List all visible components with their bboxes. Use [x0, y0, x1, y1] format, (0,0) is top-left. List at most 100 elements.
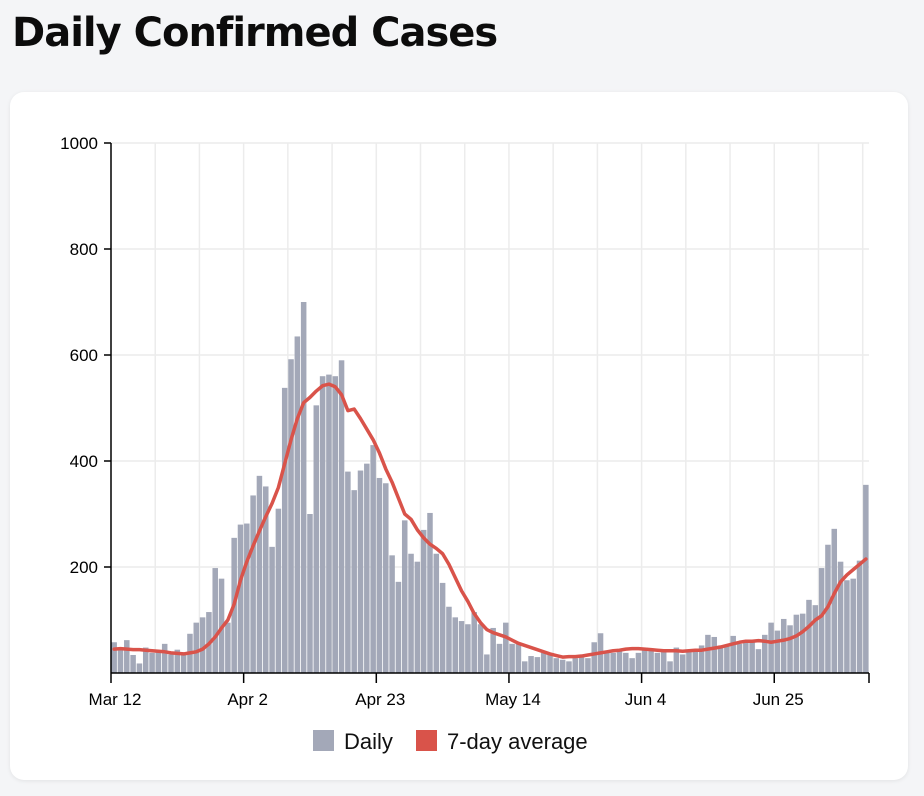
daily-bar — [755, 649, 762, 673]
daily-bar — [357, 470, 364, 673]
daily-bar — [439, 582, 446, 673]
daily-bar — [540, 652, 547, 673]
daily-bar — [149, 652, 155, 673]
daily-bar — [161, 643, 168, 673]
daily-bar — [313, 405, 320, 673]
daily-bar — [610, 652, 616, 673]
daily-bar — [654, 652, 661, 673]
daily-bar — [585, 658, 591, 673]
daily-bar — [711, 636, 717, 673]
daily-bar — [338, 360, 345, 673]
daily-bar — [774, 630, 781, 673]
daily-bar — [256, 475, 263, 673]
daily-bar — [578, 656, 585, 673]
daily-bar — [244, 523, 250, 673]
daily-bar — [616, 650, 623, 673]
daily-bar — [629, 658, 635, 673]
daily-bar — [521, 661, 528, 673]
daily-bar — [383, 483, 389, 673]
daily-bar — [351, 490, 357, 673]
daily-bar — [155, 651, 162, 673]
daily-bar — [717, 645, 724, 673]
daily-bar — [446, 606, 452, 673]
daily-bar — [547, 653, 553, 673]
daily-bar — [345, 471, 351, 673]
x-tick-label: Jun 4 — [625, 690, 667, 709]
daily-bar — [117, 647, 124, 673]
daily-bar — [401, 520, 408, 673]
x-tick-label: Apr 2 — [227, 690, 268, 709]
y-tick-label: 400 — [70, 452, 98, 471]
daily-bar — [503, 622, 509, 673]
x-tick-label: Apr 23 — [355, 690, 405, 709]
average-line — [112, 382, 868, 659]
daily-bar — [812, 605, 819, 673]
daily-bar — [686, 650, 692, 673]
daily-bar — [300, 302, 307, 673]
daily-bar — [225, 622, 231, 673]
axis-layer: 200 400 600 800 1000 Mar 12 Apr 2 Apr 23 May 14 J… — [60, 134, 870, 709]
daily-bar — [288, 359, 294, 673]
daily-bar — [572, 658, 579, 673]
daily-bar — [635, 652, 642, 673]
daily-bar — [673, 647, 680, 673]
daily-bar — [787, 625, 793, 673]
daily-bar — [136, 663, 143, 673]
daily-bar — [648, 649, 654, 673]
daily-bar — [275, 508, 282, 673]
daily-bar — [856, 560, 863, 673]
daily-bar — [376, 477, 383, 673]
daily-bar — [420, 529, 427, 673]
daily-bar — [326, 374, 332, 673]
daily-bar — [496, 643, 503, 673]
daily-bar — [111, 642, 117, 673]
chart-card: 200 400 600 800 1000 Mar 12 Apr 2 Apr 23 May 14 J… — [10, 92, 908, 780]
daily-bar — [844, 580, 850, 673]
daily-bar — [692, 649, 699, 673]
daily-bar — [863, 484, 869, 673]
daily-bar — [509, 643, 515, 673]
daily-bar — [174, 649, 181, 673]
daily-bar — [269, 546, 275, 673]
x-tick-label: Mar 12 — [89, 690, 142, 709]
daily-bar — [168, 654, 174, 673]
page-title: Daily Confirmed Cases — [12, 10, 498, 56]
daily-bar — [736, 643, 743, 673]
bar-layer — [111, 302, 869, 673]
daily-bar — [762, 634, 768, 673]
daily-bar — [490, 627, 496, 673]
daily-bar — [604, 651, 610, 673]
daily-bar — [591, 642, 597, 673]
legend-swatch-average — [416, 730, 437, 751]
daily-bar — [806, 599, 812, 673]
daily-bar — [124, 640, 130, 673]
daily-bar — [142, 647, 149, 673]
daily-bar — [180, 652, 187, 673]
y-tick-label: 800 — [70, 240, 98, 259]
daily-bar — [667, 661, 673, 673]
daily-bar — [477, 624, 484, 673]
daily-bar — [534, 657, 541, 673]
daily-bar — [724, 646, 730, 673]
daily-bar — [307, 514, 313, 673]
daily-bar — [193, 622, 200, 673]
daily-bar — [515, 643, 522, 673]
daily-bar — [427, 512, 433, 673]
daily-bar — [749, 642, 755, 673]
y-tick-label: 600 — [70, 346, 98, 365]
daily-bar — [698, 645, 705, 673]
daily-bar — [793, 614, 800, 673]
line-layer — [112, 382, 868, 659]
x-tick-label: May 14 — [485, 690, 541, 709]
daily-bar — [566, 661, 572, 673]
daily-bar — [458, 621, 465, 673]
daily-bar — [559, 659, 566, 673]
daily-bar — [294, 336, 301, 673]
daily-bar — [528, 656, 534, 673]
daily-bar — [484, 654, 490, 673]
daily-bar — [395, 581, 402, 673]
daily-bar — [818, 568, 825, 673]
daily-bar — [850, 578, 856, 673]
daily-bar — [389, 555, 395, 673]
daily-bar — [623, 652, 629, 673]
